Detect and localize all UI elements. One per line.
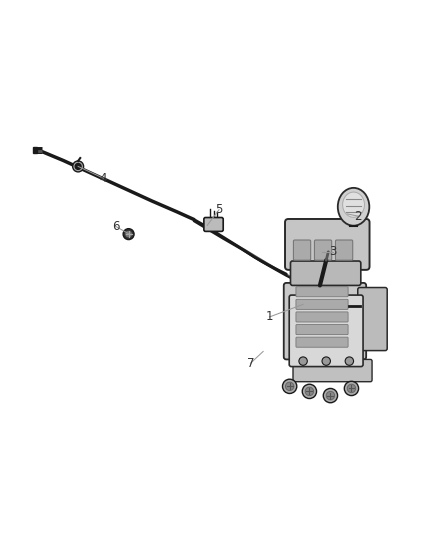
FancyBboxPatch shape — [289, 295, 363, 367]
Circle shape — [286, 382, 294, 391]
FancyBboxPatch shape — [293, 359, 372, 382]
Ellipse shape — [338, 188, 369, 225]
Circle shape — [322, 357, 330, 365]
Circle shape — [123, 229, 134, 240]
Text: 4: 4 — [99, 172, 107, 185]
Circle shape — [326, 391, 335, 400]
Circle shape — [345, 357, 353, 365]
FancyBboxPatch shape — [293, 240, 311, 260]
Circle shape — [73, 161, 84, 172]
Circle shape — [75, 164, 81, 169]
FancyBboxPatch shape — [296, 325, 348, 335]
Text: 5: 5 — [215, 203, 223, 216]
Circle shape — [283, 379, 297, 393]
Text: 7: 7 — [247, 357, 254, 370]
Circle shape — [126, 231, 131, 237]
Circle shape — [299, 357, 307, 365]
Text: 1: 1 — [266, 310, 273, 324]
FancyBboxPatch shape — [290, 261, 361, 286]
Text: 3: 3 — [329, 245, 336, 259]
Text: 2: 2 — [354, 209, 361, 223]
Polygon shape — [33, 147, 37, 153]
FancyBboxPatch shape — [204, 217, 223, 231]
FancyBboxPatch shape — [284, 283, 366, 359]
FancyBboxPatch shape — [296, 312, 348, 322]
Circle shape — [347, 384, 356, 393]
FancyBboxPatch shape — [336, 240, 353, 260]
FancyBboxPatch shape — [296, 337, 348, 347]
FancyBboxPatch shape — [296, 300, 348, 309]
FancyBboxPatch shape — [314, 240, 332, 260]
Circle shape — [344, 381, 359, 395]
FancyBboxPatch shape — [296, 287, 348, 297]
Circle shape — [323, 389, 338, 403]
Circle shape — [302, 384, 317, 399]
Ellipse shape — [343, 192, 364, 217]
Circle shape — [305, 387, 314, 395]
Text: 6: 6 — [112, 220, 120, 233]
FancyBboxPatch shape — [358, 287, 387, 351]
FancyBboxPatch shape — [285, 219, 370, 270]
